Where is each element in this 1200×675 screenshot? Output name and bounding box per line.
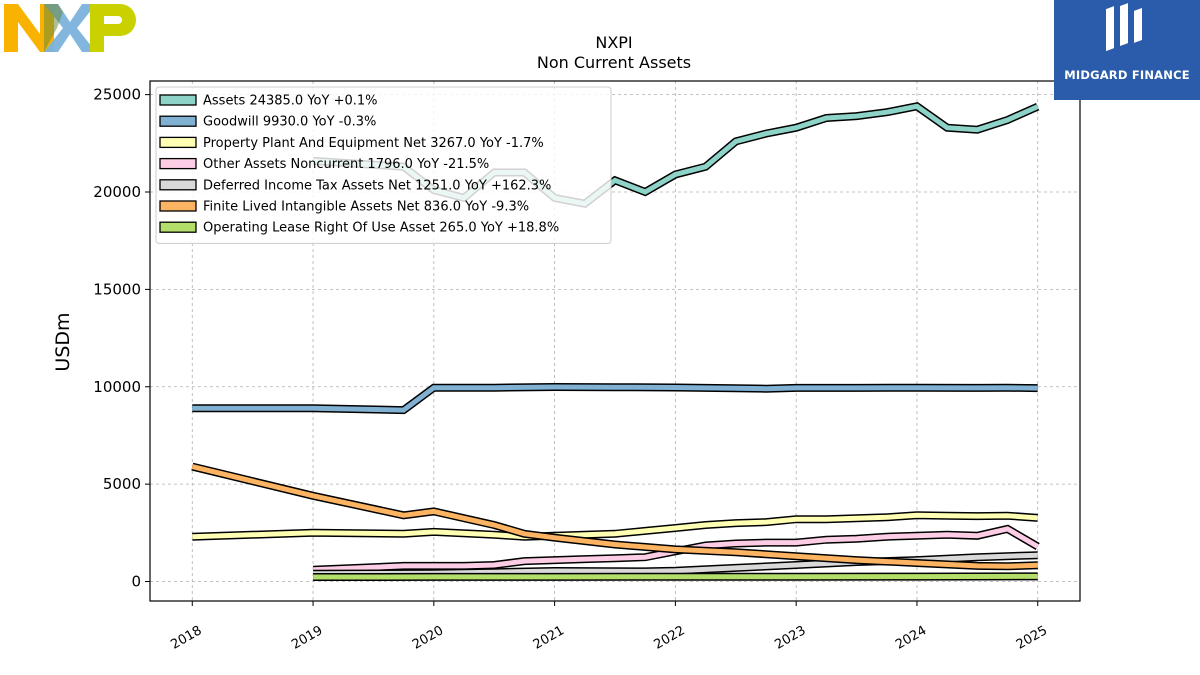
legend-swatch-0 (159, 94, 197, 106)
x-tick-label: 2019 (289, 623, 325, 653)
x-tick-label: 2018 (168, 623, 204, 653)
legend-box (155, 86, 612, 244)
y-tick-label: 10000 (93, 378, 141, 396)
chart-title: NXPI (595, 33, 632, 52)
midgard-m-icon (1106, 3, 1142, 52)
legend-swatch-2 (159, 136, 197, 149)
y-axis: 0 5000 10000 15000 20000 25000 (93, 86, 150, 591)
x-tick-label: 2025 (1014, 623, 1050, 653)
legend-entry-1: Goodwill 9930.0 YoY -0.3% (203, 115, 376, 130)
legend-entry-0: Assets 24385.0 YoY +0.1% (203, 94, 378, 109)
midgard-finance-text: MIDGARD FINANCE (1064, 68, 1190, 82)
series-layer (191, 102, 1040, 581)
legend-entry-6: Operating Lease Right Of Use Asset 265.0… (203, 221, 559, 236)
legend-swatch-3 (159, 157, 197, 170)
y-tick-label: 0 (131, 573, 141, 591)
series-line-5 (191, 464, 1038, 569)
legend-swatch-1 (159, 115, 197, 127)
y-axis-label: USDm (52, 312, 74, 371)
nxp-logo-icon (4, 4, 140, 54)
x-tick-label: 2023 (772, 623, 808, 653)
x-tick-label: 2020 (410, 623, 446, 653)
midgard-finance-logo: MIDGARD FINANCE (1054, 0, 1200, 100)
x-tick-label: 2021 (531, 623, 567, 653)
legend-swatch-6 (159, 221, 197, 233)
plot-frame (149, 80, 1081, 602)
series-line-2 (192, 512, 1038, 540)
series-line-1 (192, 384, 1038, 413)
x-tick-label: 2022 (652, 623, 688, 653)
chart-subtitle: Non Current Assets (537, 53, 691, 72)
y-tick-label: 5000 (103, 475, 141, 493)
y-tick-label: 20000 (93, 183, 141, 201)
series-line-3 (312, 526, 1039, 573)
x-tick-label: 2024 (893, 623, 929, 653)
legend-swatch-4 (159, 179, 197, 191)
legend-entry-5: Finite Lived Intangible Assets Net 836.0… (203, 200, 529, 215)
legend-entry-2: Property Plant And Equipment Net 3267.0 … (203, 136, 544, 151)
y-tick-label: 25000 (93, 86, 141, 104)
series-line-6 (313, 573, 1038, 580)
legend-entry-4: Deferred Income Tax Assets Net 1251.0 Yo… (203, 178, 551, 193)
legend-entry-3: Other Assets Noncurrent 1796.0 YoY -21.5… (203, 157, 489, 172)
x-axis: 2018 2019 2020 2021 2022 2023 2024 2025 (168, 601, 1050, 653)
legend: Assets 24385.0 YoY +0.1% Goodwill 9930.0 … (155, 86, 612, 244)
y-tick-label: 15000 (93, 280, 141, 298)
legend-swatch-5 (159, 200, 197, 212)
